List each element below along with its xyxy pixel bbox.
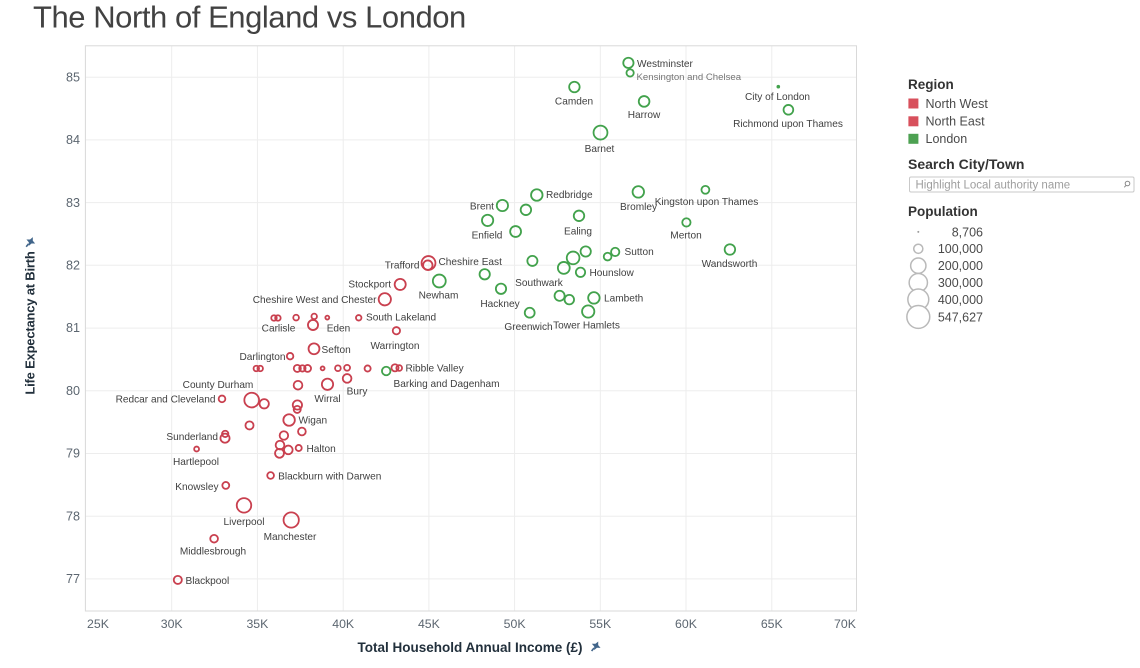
svg-text:Cheshire East: Cheshire East [439, 257, 503, 268]
svg-text:60K: 60K [675, 617, 698, 631]
svg-text:30K: 30K [161, 617, 184, 631]
svg-text:Hackney: Hackney [480, 299, 520, 310]
svg-text:Wirral: Wirral [314, 394, 340, 405]
svg-text:Barnet: Barnet [585, 144, 615, 155]
svg-text:Sefton: Sefton [322, 345, 351, 356]
svg-text:Enfield: Enfield [472, 231, 503, 242]
svg-text:Life Expectancy at Birth: Life Expectancy at Birth [23, 251, 38, 395]
svg-text:Merton: Merton [670, 231, 701, 242]
svg-text:70K: 70K [834, 617, 857, 631]
svg-text:82: 82 [66, 259, 80, 273]
svg-text:Camden: Camden [555, 97, 593, 108]
svg-text:Richmond upon Thames: Richmond upon Thames [733, 119, 843, 130]
svg-text:Carlisle: Carlisle [262, 324, 296, 335]
svg-text:Harrow: Harrow [628, 110, 661, 121]
svg-text:Wigan: Wigan [299, 416, 328, 427]
svg-text:Stockport: Stockport [348, 280, 391, 291]
svg-text:The North of England vs London: The North of England vs London [33, 0, 466, 35]
svg-text:Newham: Newham [419, 291, 459, 302]
svg-text:79: 79 [66, 447, 80, 461]
svg-text:Blackpool: Blackpool [186, 576, 230, 587]
svg-text:Redcar and Cleveland: Redcar and Cleveland [116, 395, 216, 406]
svg-text:84: 84 [66, 133, 80, 147]
svg-text:Southwark: Southwark [515, 278, 564, 289]
svg-text:Middlesbrough: Middlesbrough [180, 547, 246, 558]
svg-text:Sunderland: Sunderland [166, 432, 218, 443]
svg-text:Liverpool: Liverpool [224, 517, 265, 528]
svg-text:8,706: 8,706 [952, 225, 983, 239]
svg-text:Greenwich: Greenwich [504, 322, 552, 333]
svg-text:Cheshire West and Chester: Cheshire West and Chester [253, 295, 377, 306]
svg-text:200,000: 200,000 [938, 259, 983, 273]
svg-text:400,000: 400,000 [938, 293, 983, 307]
svg-text:Brent: Brent [470, 202, 494, 213]
svg-text:Warrington: Warrington [371, 341, 420, 352]
svg-text:North West: North West [926, 97, 989, 111]
svg-text:Ealing: Ealing [564, 227, 592, 238]
svg-text:80: 80 [66, 384, 80, 398]
svg-text:Hounslow: Hounslow [590, 268, 635, 279]
svg-text:547,627: 547,627 [938, 310, 983, 324]
svg-text:County Durham: County Durham [183, 380, 254, 391]
svg-text:45K: 45K [418, 617, 441, 631]
svg-text:81: 81 [66, 321, 80, 335]
svg-text:Total Household Annual Income: Total Household Annual Income (£) [357, 640, 582, 655]
svg-text:Blackburn with Darwen: Blackburn with Darwen [278, 472, 381, 483]
svg-text:City of London: City of London [745, 92, 810, 103]
svg-text:Tower Hamlets: Tower Hamlets [553, 320, 620, 331]
svg-text:300,000: 300,000 [938, 276, 983, 290]
svg-text:Lambeth: Lambeth [604, 294, 643, 305]
svg-text:Ribble Valley: Ribble Valley [406, 364, 465, 375]
svg-text:North East: North East [926, 115, 986, 129]
svg-text:Search City/Town: Search City/Town [908, 156, 1024, 172]
svg-text:Bromley: Bromley [620, 202, 658, 213]
svg-text:50K: 50K [504, 617, 527, 631]
svg-text:Sutton: Sutton [625, 247, 654, 258]
svg-text:Darlington: Darlington [239, 352, 285, 363]
svg-text:South Lakeland: South Lakeland [366, 313, 436, 324]
svg-text:65K: 65K [761, 617, 784, 631]
svg-text:Westminster: Westminster [637, 59, 694, 70]
svg-text:85: 85 [66, 70, 80, 84]
svg-text:Knowsley: Knowsley [175, 482, 219, 493]
svg-text:Wandsworth: Wandsworth [702, 259, 758, 270]
svg-text:35K: 35K [246, 617, 269, 631]
svg-text:40K: 40K [332, 617, 355, 631]
svg-text:Highlight Local authority name: Highlight Local authority name [916, 180, 1071, 192]
svg-text:Redbridge: Redbridge [546, 190, 593, 201]
svg-text:Hartlepool: Hartlepool [173, 457, 219, 468]
svg-text:83: 83 [66, 196, 80, 210]
svg-text:25K: 25K [87, 617, 110, 631]
svg-text:Population: Population [908, 204, 978, 219]
svg-text:Kensington and Chelsea: Kensington and Chelsea [637, 72, 742, 83]
svg-text:100,000: 100,000 [938, 242, 983, 256]
svg-text:Eden: Eden [327, 324, 351, 335]
svg-text:Bury: Bury [347, 387, 369, 398]
svg-text:77: 77 [66, 572, 80, 586]
svg-text:London: London [926, 132, 968, 146]
svg-text:Barking and Dagenham: Barking and Dagenham [394, 379, 500, 390]
svg-text:Halton: Halton [307, 444, 336, 455]
svg-text:Kingston upon Thames: Kingston upon Thames [655, 197, 759, 208]
svg-text:Manchester: Manchester [264, 532, 317, 543]
svg-text:78: 78 [66, 509, 80, 523]
svg-text:Trafford: Trafford [385, 261, 420, 272]
svg-text:Region: Region [908, 77, 954, 92]
svg-text:55K: 55K [589, 617, 612, 631]
